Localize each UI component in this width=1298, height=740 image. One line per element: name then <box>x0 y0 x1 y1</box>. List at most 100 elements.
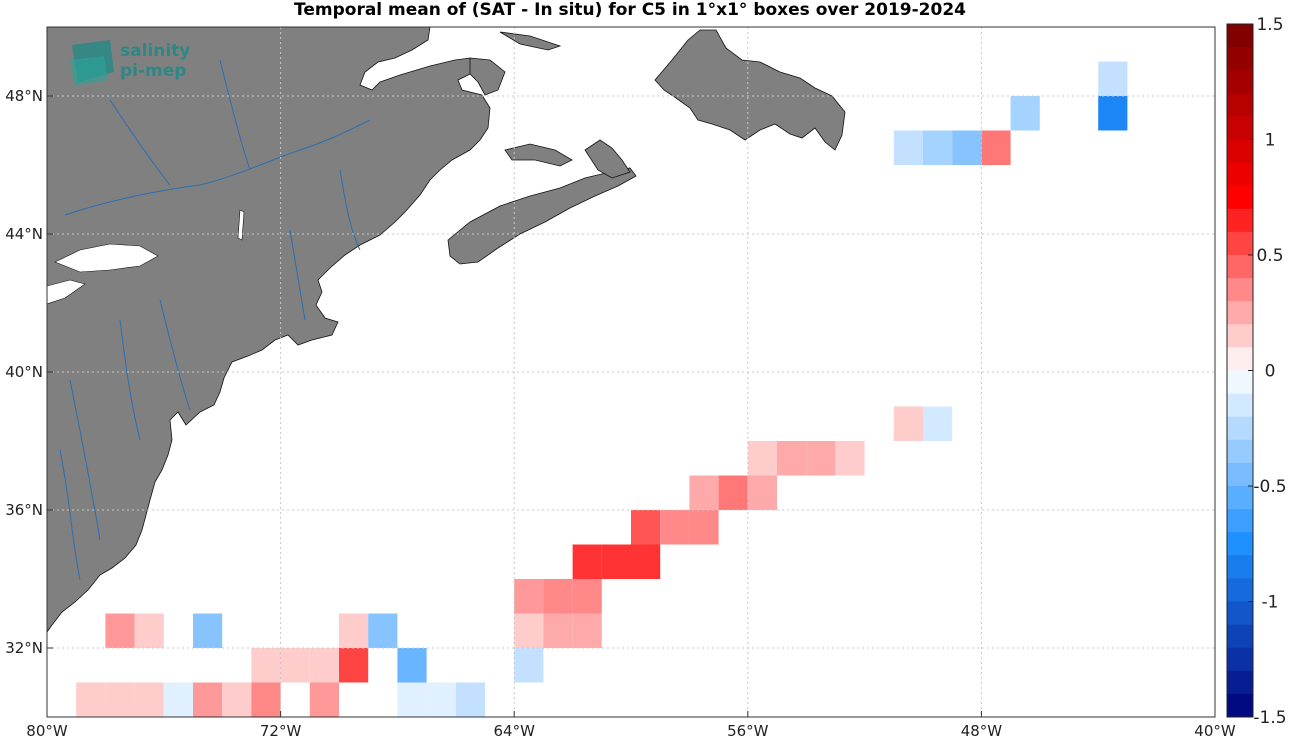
heatmap-cell <box>1098 61 1128 96</box>
colorbar-tick-label: 0 <box>1265 362 1276 382</box>
heatmap-cell <box>806 441 836 476</box>
heatmap-cell <box>309 648 339 683</box>
colorbar-segment <box>1227 139 1253 164</box>
heatmap-cell <box>134 613 164 648</box>
colorbar <box>1227 24 1253 718</box>
colorbar-segment <box>1227 47 1253 71</box>
heatmap-cell <box>514 579 544 614</box>
heatmap-cell <box>368 613 398 648</box>
heatmap-cell <box>193 613 223 648</box>
heatmap-cell <box>981 130 1011 165</box>
x-tick-label: 64°W <box>493 722 535 740</box>
heatmap-cell <box>514 613 544 648</box>
nova-scotia <box>447 167 637 265</box>
colorbar-segment <box>1227 24 1253 48</box>
logo-line2: pi-mep <box>120 61 186 81</box>
colorbar-segment <box>1227 462 1253 487</box>
heatmap-cell <box>777 441 807 476</box>
heatmap-cell <box>601 544 631 579</box>
colorbar-segment <box>1227 393 1253 418</box>
y-tick-label: 44°N <box>5 225 43 243</box>
heatmap-cell <box>1098 96 1128 131</box>
heatmap-cell <box>893 130 923 165</box>
x-axis: 80°W 72°W 64°W 56°W 48°W 40°W <box>26 711 1236 740</box>
colorbar-tick-label: -0.5 <box>1253 477 1286 497</box>
lake-champlain <box>237 209 245 241</box>
colorbar-tick-label: 0.5 <box>1256 246 1283 266</box>
colorbar-segment <box>1227 370 1253 395</box>
colorbar-segment <box>1227 208 1253 233</box>
heatmap-cell <box>747 475 777 510</box>
heatmap-cell <box>543 579 573 614</box>
heatmap-cell <box>455 682 485 717</box>
heatmap-cell <box>631 510 661 545</box>
colorbar-ticks: 1.5 1 0.5 0 -0.5 -1 -1.5 <box>1248 15 1287 728</box>
mainland-coast <box>47 27 491 633</box>
colorbar-segment <box>1227 185 1253 210</box>
y-tick-label: 32°N <box>5 639 43 657</box>
heatmap-cell <box>251 648 281 683</box>
heatmap-cell <box>631 544 661 579</box>
colorbar-segment <box>1227 416 1253 441</box>
heatmap-cell <box>134 682 164 717</box>
x-tick-label: 72°W <box>260 722 302 740</box>
colorbar-segment <box>1227 347 1253 371</box>
colorbar-segment <box>1227 624 1253 649</box>
colorbar-segment <box>1227 509 1253 533</box>
salinity-pi-mep-logo: salinity pi-mep <box>70 40 190 86</box>
heatmap-cell <box>105 682 135 717</box>
maritimes-land <box>469 57 506 96</box>
colorbar-segment <box>1227 116 1253 140</box>
colorbar-segment <box>1227 486 1253 510</box>
heatmap-cell <box>280 648 310 683</box>
colorbar-tick-label: 1 <box>1265 131 1276 151</box>
anticosti <box>499 31 562 51</box>
heatmap-cell <box>514 648 544 683</box>
heatmap-cell <box>718 475 748 510</box>
heatmap-cell <box>339 613 369 648</box>
lake-ontario <box>54 243 159 273</box>
colorbar-segment <box>1227 301 1253 325</box>
cape-breton <box>584 139 631 179</box>
colorbar-segment <box>1227 439 1253 464</box>
colorbar-segment <box>1227 578 1253 602</box>
colorbar-tick-label: 1.5 <box>1256 15 1283 35</box>
heatmap-cell <box>397 648 427 683</box>
heatmap-cell <box>105 613 135 648</box>
heatmap-cell <box>76 682 106 717</box>
heatmap-cell <box>251 682 281 717</box>
x-tick-label: 40°W <box>1194 722 1236 740</box>
heatmap-cell <box>923 406 953 441</box>
colorbar-segment <box>1227 255 1253 279</box>
heatmap-cell <box>339 648 369 683</box>
heatmap-cells <box>76 61 1128 717</box>
x-tick-label: 80°W <box>26 722 68 740</box>
colorbar-segment <box>1227 670 1253 695</box>
colorbar-segment <box>1227 278 1253 302</box>
colorbar-segment <box>1227 324 1253 348</box>
heatmap-cell <box>193 682 223 717</box>
heatmap-cell <box>543 613 573 648</box>
chart-title: Temporal mean of (SAT - In situ) for C5 … <box>294 0 966 20</box>
heatmap-cell <box>397 682 427 717</box>
newfoundland <box>654 29 846 151</box>
colorbar-tick-label: -1.5 <box>1253 708 1286 728</box>
y-axis: 32°N 36°N 40°N 44°N 48°N <box>5 87 53 657</box>
colorbar-segment <box>1227 70 1253 94</box>
pei <box>504 143 573 167</box>
colorbar-segment <box>1227 693 1253 718</box>
heatmap-cell <box>222 682 252 717</box>
colorbar-segment <box>1227 647 1253 672</box>
heatmap-cell <box>1010 96 1040 131</box>
x-tick-label: 48°W <box>961 722 1003 740</box>
heatmap-cell <box>163 682 193 717</box>
rivers <box>59 59 371 581</box>
colorbar-segment <box>1227 93 1253 117</box>
heatmap-cell <box>952 130 982 165</box>
colorbar-segment <box>1227 162 1253 187</box>
y-tick-label: 40°N <box>5 363 43 381</box>
colorbar-segment <box>1227 231 1253 256</box>
heatmap-cell <box>426 682 456 717</box>
heatmap-cell <box>893 406 923 441</box>
